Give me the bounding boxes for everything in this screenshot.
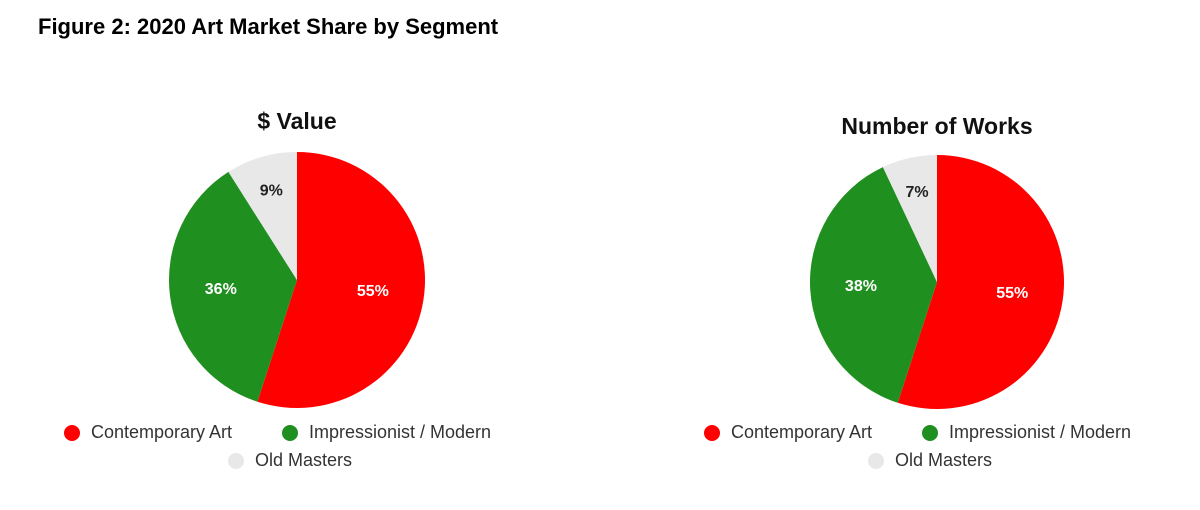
slice-label: 9%	[260, 183, 283, 200]
legend-marker	[228, 453, 244, 469]
legend-label: Contemporary Art	[91, 422, 232, 442]
slice-label: 38%	[845, 278, 877, 295]
legend-label: Impressionist / Modern	[949, 422, 1131, 442]
legend-marker	[64, 425, 80, 441]
pie-slice	[897, 155, 1064, 409]
chart-title: $ Value	[257, 108, 336, 134]
pie-slice	[257, 152, 425, 408]
slice-label: 36%	[205, 281, 237, 298]
chart-title: Number of Works	[841, 113, 1032, 139]
pie-slice	[228, 152, 297, 280]
pie-slice	[882, 155, 937, 282]
legend-marker	[868, 453, 884, 469]
legend-marker	[704, 425, 720, 441]
slice-label: 55%	[357, 283, 389, 300]
legend-marker	[922, 425, 938, 441]
legend-label: Old Masters	[895, 450, 992, 470]
legend-label: Old Masters	[255, 450, 352, 470]
slice-label: 7%	[905, 184, 928, 201]
legend-label: Contemporary Art	[731, 422, 872, 442]
main-title: Figure 2: 2020 Art Market Share by Segme…	[38, 14, 499, 39]
legend-label: Impressionist / Modern	[309, 422, 491, 442]
legend-marker	[282, 425, 298, 441]
slice-label: 55%	[996, 285, 1028, 302]
pie-slice	[809, 167, 937, 403]
pie-slice	[168, 171, 297, 402]
